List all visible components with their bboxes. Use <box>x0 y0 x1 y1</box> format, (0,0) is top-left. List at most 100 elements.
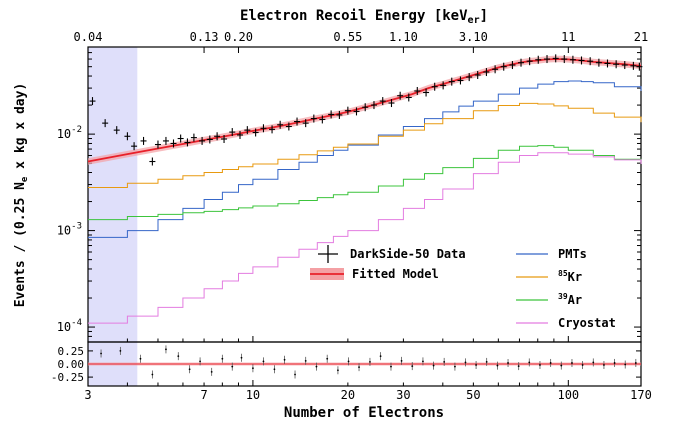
residual-dot <box>199 360 201 363</box>
legend-item-data: DarkSide-50 Data <box>318 245 466 263</box>
residual-dot <box>624 363 627 366</box>
data-point <box>199 136 206 145</box>
data-point <box>285 122 292 131</box>
data-point <box>362 103 369 112</box>
residual-dot <box>188 368 191 371</box>
residual-point <box>273 365 276 374</box>
residual-point <box>603 361 605 370</box>
series-line-kr85 <box>88 102 642 188</box>
data-point <box>170 139 177 148</box>
residual-dot <box>560 364 563 367</box>
data-point <box>177 134 184 143</box>
residual-point <box>560 361 563 370</box>
top-tick-label: 0.04 <box>74 30 103 44</box>
residual-point <box>240 353 243 362</box>
residual-point <box>165 345 167 354</box>
residual-point <box>464 358 467 367</box>
y-axis-title: Events / (0.25 Ne x kg x day) <box>13 83 30 308</box>
top-tick-label: 1.10 <box>389 30 418 44</box>
top-tick-label: 0.13 <box>190 30 219 44</box>
residual-dot <box>221 357 224 360</box>
residual-point <box>210 367 213 376</box>
residual-dot <box>528 361 531 364</box>
residual-point <box>422 357 424 366</box>
residual-point <box>432 361 435 370</box>
residual-dot <box>100 352 102 355</box>
data-point <box>604 59 611 68</box>
data-point <box>595 58 602 67</box>
residual-point <box>252 364 254 373</box>
data-point <box>102 119 109 128</box>
residual-dot <box>613 362 616 364</box>
residual-point <box>177 352 180 361</box>
top-tick-label: 0.55 <box>333 30 362 44</box>
x-tick-label: 100 <box>557 388 579 402</box>
legend-item-pmts: PMTs <box>516 247 587 261</box>
data-point <box>124 132 131 141</box>
data-point <box>221 135 228 144</box>
data-point <box>294 117 301 126</box>
top-tick-label: 21 <box>634 30 648 44</box>
y-tick-label: 10-2 <box>57 125 82 141</box>
residual-point <box>294 370 296 379</box>
residual-point <box>315 362 318 371</box>
residual-point <box>151 370 154 379</box>
residual-point <box>624 360 627 369</box>
residual-point <box>539 361 541 370</box>
data-point <box>440 81 447 90</box>
data-point <box>89 97 96 106</box>
data-point <box>236 130 243 139</box>
residual-dot <box>294 373 296 376</box>
residual-dot <box>581 364 584 366</box>
data-point <box>244 126 251 135</box>
residual-dot <box>485 361 488 363</box>
residual-point <box>100 349 102 358</box>
series-line-ar39 <box>88 145 642 221</box>
residual-dot <box>231 365 234 368</box>
x-axis-title: Number of Electrons <box>284 405 444 421</box>
residual-point <box>231 362 234 371</box>
residual-dot <box>315 365 318 368</box>
x-tick-label: 10 <box>246 388 260 402</box>
data-point <box>190 133 197 142</box>
data-point <box>269 125 276 134</box>
residual-dot <box>369 361 371 363</box>
data-point <box>310 114 317 123</box>
residual-dot <box>539 364 541 366</box>
data-point <box>302 119 309 128</box>
top-tick-label: 3.10 <box>459 30 488 44</box>
data-point <box>149 157 156 166</box>
data-point <box>457 76 464 85</box>
residual-dot <box>210 370 213 373</box>
data-point <box>414 86 421 95</box>
data-point <box>260 124 267 133</box>
data-point <box>466 73 473 82</box>
data-point <box>184 138 191 147</box>
residual-dot <box>592 361 595 364</box>
residual-point <box>221 354 224 363</box>
residual-dot <box>432 364 435 367</box>
residual-dot <box>464 361 467 364</box>
residual-point <box>592 358 595 367</box>
shaded-region-main <box>88 47 138 342</box>
residual-point <box>485 357 488 366</box>
residual-dot <box>358 366 360 369</box>
residual-point <box>379 352 382 361</box>
residual-point <box>347 357 350 366</box>
data-point <box>162 136 169 145</box>
residual-point <box>199 357 201 366</box>
data-point <box>526 57 533 66</box>
top-tick-label: 0.20 <box>224 30 253 44</box>
legend-label-cryostat: Cryostat <box>558 316 616 330</box>
residual-dot <box>571 362 573 364</box>
residual-dot <box>400 359 403 362</box>
x-tick-label: 170 <box>630 388 652 402</box>
residual-point <box>581 361 584 370</box>
residual-dot <box>422 360 424 363</box>
residual-point <box>528 358 531 367</box>
residual-point <box>304 356 307 365</box>
legend-item-ar: 39Ar <box>516 292 582 307</box>
legend-label-ar: 39Ar <box>558 292 582 307</box>
y-tick-label: 10-4 <box>57 318 82 334</box>
residual-dot <box>337 369 339 372</box>
